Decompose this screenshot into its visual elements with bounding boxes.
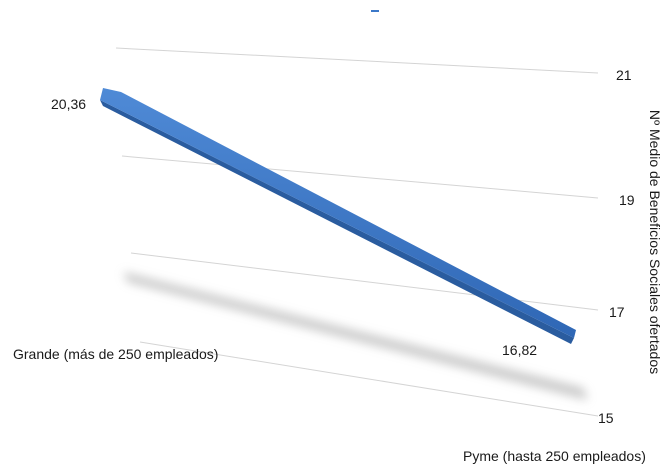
series-ribbon bbox=[100, 88, 576, 344]
data-label-grande: 20,36 bbox=[51, 96, 86, 112]
y-axis-title: Nº Medio de Beneficios Sociales ofertado… bbox=[647, 110, 663, 374]
gridline-19 bbox=[121, 155, 599, 199]
data-label-pyme: 16,82 bbox=[502, 342, 537, 358]
y-tick-21: 21 bbox=[616, 67, 632, 83]
gridlines bbox=[115, 47, 599, 417]
legend-marker bbox=[371, 10, 379, 12]
ribbon-side bbox=[100, 100, 574, 344]
y-tick-19: 19 bbox=[619, 192, 635, 208]
y-tick-17: 17 bbox=[609, 304, 625, 320]
gridline-17 bbox=[130, 252, 599, 311]
ribbon-shadow bbox=[123, 272, 588, 400]
category-label-grande: Grande (más de 250 empleados) bbox=[13, 346, 218, 362]
y-tick-15: 15 bbox=[598, 410, 614, 426]
ribbon-top bbox=[100, 88, 576, 338]
gridline-21 bbox=[115, 47, 599, 74]
gridline-15 bbox=[139, 341, 599, 417]
category-label-pyme: Pyme (hasta 250 empleados) bbox=[463, 448, 646, 464]
